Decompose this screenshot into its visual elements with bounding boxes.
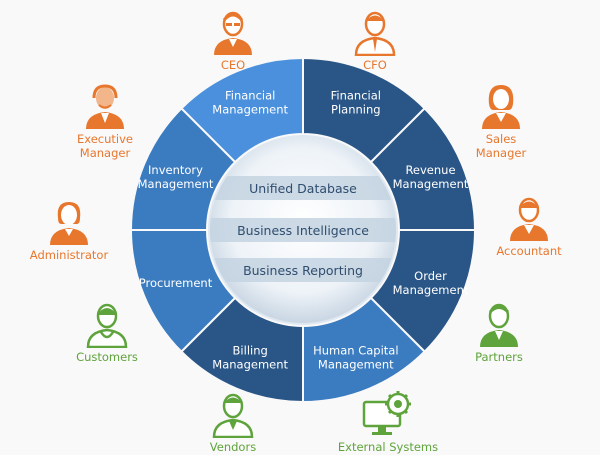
core-label-business-intelligence: Business Intelligence (237, 223, 369, 238)
segment-label-line: Management (138, 177, 214, 191)
segment-label-line: Order (414, 269, 447, 283)
ceo-person-icon (208, 6, 258, 56)
segment-label-line: Procurement (139, 276, 213, 290)
role-administrator: Administrator (14, 196, 124, 262)
role-label-customers: Customers (76, 350, 138, 364)
role-vendors: Vendors (178, 388, 288, 454)
role-ceo: CEO (178, 6, 288, 72)
segment-label-billing-management: Billing Management (212, 343, 288, 371)
role-label-administrator: Administrator (29, 248, 109, 262)
sales-manager-person-icon (476, 80, 526, 130)
segment-label-financial-management: Financial Management (212, 89, 288, 117)
role-partners: Partners (444, 298, 554, 364)
role-label-cfo: CFO (363, 58, 387, 72)
role-label-accountant: Accountant (496, 244, 562, 258)
segment-label-line: Financial (331, 89, 381, 103)
segment-label-line: Inventory (148, 163, 203, 177)
role-customers: Customers (52, 298, 162, 364)
segment-label-line: Management (212, 357, 288, 371)
role-executive-manager: Executive Manager (50, 80, 160, 160)
segment-label-order-management: Order Management (393, 269, 469, 297)
segment-label-financial-planning: Financial Planning (331, 89, 381, 117)
segment-label-line: Management (393, 177, 469, 191)
role-label-sales-manager: Sales Manager (475, 132, 527, 160)
segment-label-procurement: Procurement (139, 276, 213, 290)
segment-inventory-management (129, 106, 237, 231)
role-label-executive-manager: Executive Manager (77, 132, 133, 160)
segment-label-line: Human Capital (313, 343, 398, 357)
segment-label-inventory-management: Inventory Management (138, 163, 214, 191)
external-systems-monitor-gear-icon (358, 388, 418, 438)
core-band-business-reporting (210, 258, 396, 282)
administrator-person-icon (44, 196, 94, 246)
core-band-unified-database (210, 176, 396, 200)
vendors-person-icon (208, 388, 258, 438)
customers-person-icon (82, 298, 132, 348)
segment-label-line: Financial (225, 89, 275, 103)
role-cfo: CFO (320, 6, 430, 72)
segment-label-revenue-management: Revenue Management (393, 163, 469, 191)
partners-person-icon (474, 298, 524, 348)
role-label-external-systems: External Systems (337, 440, 439, 454)
core-band-business-intelligence (210, 218, 396, 242)
accountant-person-icon (504, 192, 554, 242)
segment-label-line: Planning (331, 103, 381, 117)
segment-label-line: Revenue (405, 163, 455, 177)
core-label-unified-database: Unified Database (249, 181, 357, 196)
role-label-vendors: Vendors (209, 440, 257, 454)
role-label-ceo: CEO (220, 58, 246, 72)
segment-label-line: Management (318, 357, 394, 371)
executive-manager-person-icon (80, 80, 130, 130)
core-label-business-reporting: Business Reporting (243, 263, 363, 278)
segment-label-line: Billing (233, 343, 268, 357)
segment-label-line: Management (393, 283, 469, 297)
role-sales-manager: Sales Manager (446, 80, 556, 160)
cfo-person-icon (350, 6, 400, 56)
segment-label-line: Management (212, 103, 288, 117)
segment-label-human-capital-management: Human Capital Management (313, 343, 398, 371)
role-label-partners: Partners (475, 350, 523, 364)
role-accountant: Accountant (474, 192, 584, 258)
role-external-systems: External Systems (328, 388, 448, 454)
